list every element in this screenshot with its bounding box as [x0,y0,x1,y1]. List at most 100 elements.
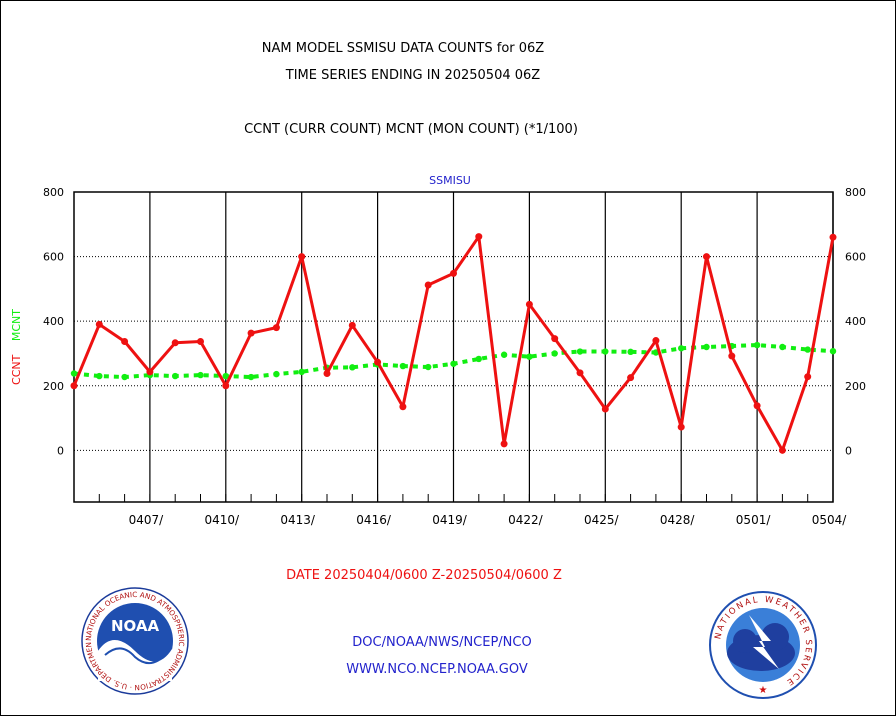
data-point-mcnt [96,372,103,380]
grid-layer [74,191,834,502]
data-point-ccnt [146,368,154,376]
y-tick-label-right: 600 [845,251,866,264]
footer-url: WWW.NCO.NCEP.NOAA.GOV [346,662,528,677]
data-point-mcnt [703,343,710,351]
data-point-ccnt [829,233,837,241]
data-point-mcnt [500,351,508,358]
noaa-logo-text: NOAA [111,617,160,635]
x-tick-label: 0501/ [736,513,772,527]
data-point-mcnt [222,372,229,380]
data-point-mcnt [602,348,609,355]
data-point-ccnt [728,352,736,360]
y-tick-label-right: 0 [845,444,852,457]
header-line-1: NAM MODEL SSMISU DATA COUNTS for 06Z [262,41,545,56]
data-point-ccnt [247,329,255,337]
header-line-2: TIME SERIES ENDING IN 20250504 06Z [285,68,541,83]
data-point-mcnt [678,345,685,352]
data-point-ccnt [804,373,812,381]
footer-org: DOC/NOAA/NWS/NCEP/NCO [352,635,531,650]
data-point-mcnt [753,341,761,349]
data-point-mcnt [121,373,128,381]
data-point-ccnt [778,446,786,454]
data-point-mcnt [576,348,584,355]
noaa-logo: NOAA NATIONAL OCEANIC AND ATMOSPHERIC AD… [1,1,189,695]
x-tick-label: 0422/ [508,513,544,527]
noaa-logo-wave [104,647,168,664]
data-point-ccnt [424,281,432,289]
chart-title: SSMISU [429,174,471,187]
y-tick-label-left: 0 [57,444,64,457]
data-point-ccnt [121,338,129,346]
data-point-mcnt [399,362,407,370]
nws-logo-cloud-puff-2 [761,623,789,651]
data-point-mcnt [829,347,837,355]
y-tick-label-right: 200 [845,380,866,393]
x-tick-label: 0428/ [660,513,696,527]
data-point-ccnt [348,321,356,329]
data-point-mcnt [475,355,482,363]
data-point-mcnt [627,348,634,356]
data-point-mcnt [526,353,533,360]
y-tick-label-left: 600 [43,251,64,264]
data-point-ccnt [171,339,179,347]
data-point-ccnt [197,338,204,346]
y-tick-label-left: 800 [43,186,64,199]
x-tick-label: 0410/ [205,513,241,527]
nws-logo-cloud-puff [733,629,757,653]
noaa-logo-ring-text: NATIONAL OCEANIC AND ATMOSPHERIC ADMINIS… [1,1,186,692]
data-point-ccnt [298,253,306,261]
y-tick-label-right: 400 [845,315,866,328]
data-point-ccnt [222,382,230,390]
data-point-ccnt [525,300,533,308]
nws-logo-lightning [749,615,779,669]
x-tick-label: 0504/ [812,513,848,527]
y-axis-label: CCNT MCNT [10,309,23,385]
data-point-mcnt [425,363,432,371]
date-range-label: DATE 20250404/0600 Z-20250504/0600 Z [286,568,562,583]
y-tick-label-left: 200 [43,380,64,393]
data-point-mcnt [450,360,457,367]
plot-border [73,191,834,503]
x-tick-label: 0419/ [432,513,468,527]
data-point-mcnt [197,371,204,379]
x-tick-label: 0407/ [129,513,165,527]
data-point-mcnt [779,343,786,351]
y-tick-label-right: 800 [845,186,866,199]
data-point-mcnt [349,364,356,371]
data-point-ccnt [627,374,635,382]
data-point-ccnt [475,233,483,241]
x-tick-label: 0416/ [356,513,392,527]
y-axis-label-ccnt: CCNT [10,354,23,385]
data-point-mcnt [273,370,280,378]
y-tick-label-left: 400 [43,315,64,328]
x-tick-label: 0413/ [280,513,316,527]
data-point-mcnt [551,350,558,357]
nws-logo: NATIONAL WEATHER SERVICE ★ [709,591,817,699]
header-line-3: CCNT (CURR COUNT) MCNT (MON COUNT) (*1/1… [244,122,578,137]
data-point-ccnt [652,337,660,345]
data-point-ccnt [272,324,280,332]
data-point-mcnt [804,346,811,353]
data-point-ccnt [677,423,685,431]
data-point-ccnt [323,369,331,377]
data-point-ccnt [601,405,609,413]
x-tick-label: 0425/ [584,513,620,527]
data-point-ccnt [753,402,761,410]
data-point-ccnt [703,253,710,261]
nws-logo-star: ★ [759,685,768,696]
data-point-ccnt [374,358,382,366]
data-point-ccnt [70,382,78,390]
data-point-mcnt [172,372,179,380]
data-point-ccnt [551,335,559,343]
data-point-ccnt [450,269,457,277]
data-point-ccnt [95,320,103,328]
data-point-mcnt [247,373,255,381]
axis-layer: 0 0 200 200 400 400 600 600 800 800 0407/0410/0413… [43,186,866,527]
data-point-ccnt [399,403,407,411]
y-axis-label-mcnt: MCNT [10,309,23,341]
noaa-logo-bird [98,640,172,681]
data-point-mcnt [70,370,78,377]
data-point-ccnt [576,369,584,377]
